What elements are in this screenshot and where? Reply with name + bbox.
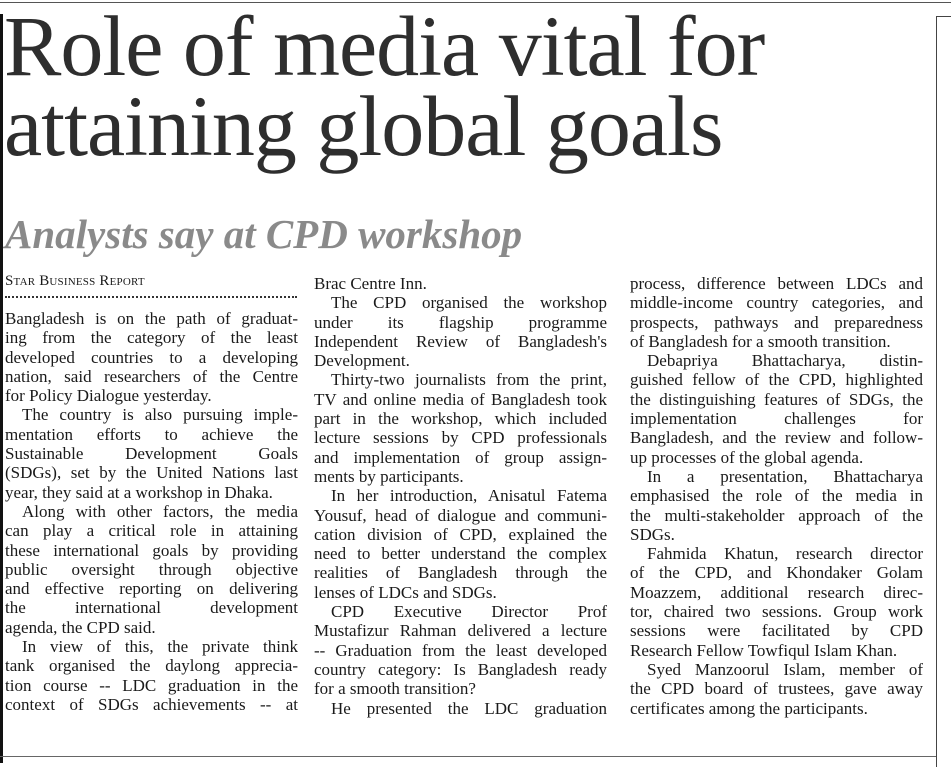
text-line: certificates among the participants. — [630, 698, 868, 718]
text-line: He presented the LDC graduation — [331, 698, 607, 718]
text-line: middle-income country categories, and — [630, 293, 923, 313]
text-line: part in the workshop, which included — [314, 409, 607, 429]
text-line: lecture sessions by CPD professionals — [314, 428, 607, 448]
text-line: for Policy Dialogue yesterday. — [5, 386, 212, 406]
paragraph: The CPD organised the workshop under its … — [314, 293, 607, 370]
headline: Role of media vital for attaining global… — [4, 0, 765, 174]
text-line: TV and online media of Bangladesh took — [314, 389, 607, 409]
paragraph: Along with other factors, the media can p… — [5, 502, 298, 637]
text-line: In her introduction, Anisatul Fatema — [331, 486, 607, 506]
text-line: In view of this, the private think — [22, 637, 298, 657]
text-line: under its flagship programme — [314, 312, 607, 332]
article-column-2: Brac Centre Inn. The CPD organised the wo… — [314, 274, 607, 718]
text-line: Yousuf, head of dialogue and communi- — [314, 505, 607, 525]
text-line: country category: Is Bangladesh ready — [314, 659, 607, 679]
text-line: Bangladesh, and the review and follow- — [630, 428, 923, 448]
paragraph: In a presentation, Bhattacharya emphasise… — [630, 467, 923, 544]
article-column-3: process, difference between LDCs and midd… — [630, 274, 923, 718]
paragraph: In her introduction, Anisatul Fatema Yous… — [314, 486, 607, 602]
text-line: Fahmida Khatun, research director — [647, 544, 923, 564]
text-line: Thirty-two journalists from the print, — [331, 370, 607, 390]
text-line: -- Graduation from the least developed — [314, 640, 607, 660]
text-line: ments by participants. — [314, 466, 464, 486]
text-line: and effective reporting on delivering — [5, 579, 298, 599]
left-border — [0, 14, 3, 763]
text-line: of the CPD, and Khondaker Golam — [630, 563, 923, 583]
paragraph: He presented the LDC graduation — [314, 699, 607, 718]
text-line: tion course -- LDC graduation in the — [5, 675, 298, 695]
text-line: Brac Centre Inn. — [314, 274, 427, 293]
adjacent-article-border — [936, 16, 951, 767]
byline: Star Business Report — [5, 273, 145, 289]
text-line: lenses of LDCs and SDGs. — [314, 582, 497, 602]
paragraph: Fahmida Khatun, research director of the … — [630, 544, 923, 660]
text-line: SDGs. — [630, 524, 675, 544]
text-line: for a smooth transition? — [314, 679, 476, 699]
text-line: Research Fellow Towfiqul Islam Khan. — [630, 640, 898, 660]
top-rule — [0, 2, 951, 3]
text-line: mentation efforts to achieve the — [5, 424, 298, 444]
paragraph: The country is also pursuing imple-menta… — [5, 405, 298, 501]
text-line: Bangladesh is on the path of graduat- — [5, 309, 298, 328]
text-line: The country is also pursuing imple- — [22, 405, 298, 425]
dotted-divider — [5, 290, 297, 298]
text-line: realities of Bangladesh through the — [314, 563, 607, 583]
text-line: context of SDGs achievements -- at — [5, 694, 298, 714]
text-line: agenda, the CPD said. — [5, 617, 156, 637]
text-line: of Bangladesh for a smooth transition. — [630, 331, 891, 351]
text-line: Debapriya Bhattacharya, distin- — [647, 351, 923, 371]
text-line: ing from the category of the least — [5, 328, 298, 348]
text-line: emphasised the role of the media in — [630, 486, 923, 506]
text-line: the multi-stakeholder approach of the — [630, 505, 923, 525]
text-line: Syed Manzoorul Islam, member of — [647, 659, 923, 679]
text-line: sessions were facilitated by CPD — [630, 621, 923, 641]
text-line: up processes of the global agenda. — [630, 447, 864, 467]
text-line: tank organised the daylong apprecia- — [5, 656, 298, 676]
paragraph: In view of this, the private think tank o… — [5, 637, 298, 714]
paragraph: Brac Centre Inn. — [314, 274, 607, 293]
headline-line-2: attaining global goals — [4, 78, 723, 174]
subheadline: Analysts say at CPD workshop — [5, 211, 523, 257]
text-line: guished fellow of the CPD, highlighted — [630, 370, 923, 390]
text-line: prospects, pathways and preparedness — [630, 312, 923, 332]
text-line: tor, chaired two sessions. Group work — [630, 602, 923, 622]
text-line: and implementation of group assign- — [314, 447, 607, 467]
text-line: nation, said researchers of the Centre — [5, 366, 298, 386]
text-line: need to better understand the complex — [314, 544, 607, 564]
bottom-rule — [0, 756, 936, 757]
text-line: developed countries to a developing — [5, 347, 298, 367]
headline-line-1: Role of media vital for — [4, 0, 765, 94]
paragraph: Debapriya Bhattacharya, distin-guished f… — [630, 351, 923, 467]
text-line: Mustafizur Rahman delivered a lecture — [314, 621, 607, 641]
paragraph: Bangladesh is on the path of graduat-ing… — [5, 309, 298, 405]
paragraph: Syed Manzoorul Islam, member of the CPD b… — [630, 660, 923, 718]
text-line: CPD Executive Director Prof — [331, 602, 607, 622]
text-line: Moazzem, additional research direc- — [630, 582, 923, 602]
text-line: the international development — [5, 598, 298, 618]
paragraph: CPD Executive Director Prof Mustafizur Ra… — [314, 602, 607, 698]
text-line: The CPD organised the workshop — [331, 293, 607, 313]
text-line: (SDGs), set by the United Nations last — [5, 463, 298, 483]
article-column-1: Bangladesh is on the path of graduat-ing… — [5, 309, 298, 714]
text-line: public oversight through objective — [5, 559, 298, 579]
paragraph: process, difference between LDCs and midd… — [630, 274, 923, 351]
text-line: can play a critical role in attaining — [5, 521, 298, 541]
text-line: Sustainable Development Goals — [5, 444, 298, 464]
text-line: the distinguishing features of SDGs, the — [630, 389, 923, 409]
text-line: Development. — [314, 351, 410, 371]
text-line: cation division of CPD, explained the — [314, 524, 607, 544]
text-line: these international goals by providing — [5, 540, 298, 560]
text-line: Independent Review of Bangladesh's — [314, 331, 607, 351]
paragraph: Thirty-two journalists from the print, TV… — [314, 370, 607, 486]
text-line: In a presentation, Bhattacharya — [647, 466, 923, 486]
text-line: implementation challenges for — [630, 409, 923, 429]
text-line: year, they said at a workshop in Dhaka. — [5, 482, 273, 502]
text-line: Along with other factors, the media — [22, 501, 298, 521]
text-line: the CPD board of trustees, gave away — [630, 679, 923, 699]
text-line: process, difference between LDCs and — [630, 274, 923, 293]
